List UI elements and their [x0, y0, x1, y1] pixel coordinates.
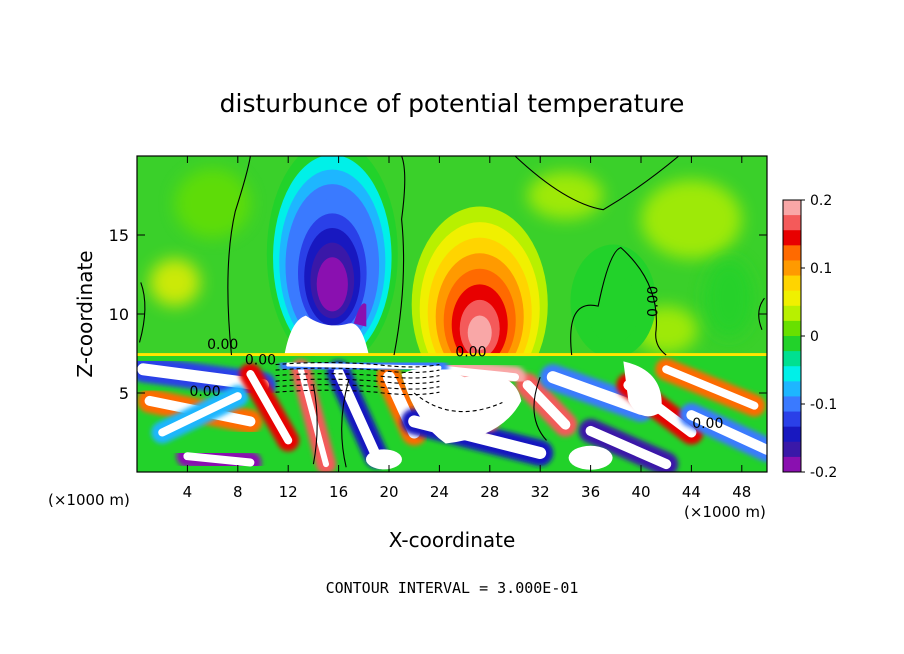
contour-lines	[138, 156, 765, 468]
saturated-core	[546, 371, 647, 415]
x-tick-label: 4	[183, 483, 193, 501]
saturated-core	[333, 367, 382, 462]
saturated-cap	[284, 315, 369, 356]
saturated-core	[662, 365, 759, 410]
lower-field	[137, 355, 767, 472]
zero-contour	[533, 377, 547, 441]
y-axis: 5 10 15	[109, 226, 767, 403]
field-patch	[641, 179, 742, 259]
saturated-region	[568, 445, 613, 470]
colorbar-swatch	[783, 275, 801, 292]
colorbar-tick-label: -0.2	[810, 465, 837, 481]
x-unit-left: (×1000 m)	[48, 491, 130, 509]
saturated-core	[246, 370, 293, 445]
saturated-core	[522, 380, 571, 430]
x-tick-label: 40	[631, 483, 650, 501]
contour-label-group: 0.00 0.00 0.00 0.00 0.00 0.00	[189, 286, 723, 432]
saturated-region	[623, 361, 662, 417]
x-tick-label: 24	[430, 483, 449, 501]
colorbar-swatch	[783, 290, 801, 307]
x-tick-label: 8	[233, 483, 243, 501]
colorbar-swatch	[783, 336, 801, 352]
colorbar-swatch	[783, 396, 801, 413]
zero-contour	[393, 156, 406, 356]
saturated-region	[401, 368, 522, 444]
colorbar-swatch	[783, 366, 801, 382]
x-axis: 4 8 12 16 20 24 28 32 36 40 44 48	[183, 156, 751, 501]
x-tick-label: 36	[581, 483, 600, 501]
warm-plume-band	[467, 315, 492, 351]
negative-contour	[413, 392, 503, 413]
x-tick-label: 32	[531, 483, 550, 501]
zero-contour	[341, 380, 350, 468]
cold-plume-band	[322, 271, 342, 305]
colorbar-swatch	[783, 245, 801, 261]
colorbar-swatch	[783, 426, 801, 443]
field-patch	[704, 258, 755, 338]
x-tick-label: 16	[329, 483, 348, 501]
contour-label: 0.00	[207, 337, 238, 353]
saturated-core	[183, 452, 255, 467]
colorbar-ticks: 0.2 0.1 0 -0.1 -0.2	[801, 193, 837, 481]
colorbar-tick-label: 0.1	[810, 261, 832, 277]
saturated-core	[158, 392, 242, 437]
colorbar-tick-label: 0.2	[810, 193, 832, 209]
x-tick-label: 12	[279, 483, 298, 501]
saturated-core	[286, 362, 442, 370]
colorbar-swatch	[783, 320, 801, 337]
colorbar	[782, 199, 802, 473]
colorbar-swatch	[783, 351, 801, 367]
colorbar-swatch	[783, 411, 801, 428]
x-tick-label: 28	[480, 483, 499, 501]
y-axis-label: Z-coordinate	[73, 250, 97, 377]
y-tick-label: 5	[119, 384, 129, 403]
x-tick-label: 20	[379, 483, 398, 501]
green-cell-band	[587, 275, 639, 344]
contour-label: 0.00	[245, 353, 276, 369]
colorbar-swatch	[783, 381, 801, 397]
colorbar-swatch	[783, 441, 801, 458]
colorbar-swatch	[783, 260, 801, 277]
colorbar-swatch	[783, 215, 801, 231]
saturated-core	[686, 410, 767, 455]
colorbar-swatch	[783, 305, 801, 322]
colorbar-swatch	[783, 200, 801, 216]
colorbar-tick-label: 0	[810, 329, 819, 345]
colorbar-swatch	[783, 230, 801, 246]
zero-contour	[312, 384, 318, 465]
field-patch	[174, 168, 251, 239]
contour-label: 0.00	[455, 345, 486, 361]
contour-label: 0.00	[645, 286, 661, 317]
field-patch	[149, 258, 200, 307]
saturated-core	[585, 425, 672, 470]
zero-contour	[138, 282, 146, 343]
zero-contour	[758, 297, 765, 331]
interface-band	[137, 353, 767, 357]
upper-field	[137, 156, 767, 403]
saturated-core	[435, 365, 519, 382]
plot-area	[137, 156, 767, 472]
x-tick-label: 44	[682, 483, 701, 501]
x-axis-label: X-coordinate	[389, 528, 516, 552]
contour-interval-footer: CONTOUR INTERVAL = 3.000E-01	[326, 579, 579, 597]
saturated-region	[365, 449, 402, 470]
zero-contour	[570, 247, 667, 356]
zero-contour	[227, 156, 251, 356]
y-tick-label: 15	[109, 226, 129, 245]
x-tick-label: 48	[732, 483, 751, 501]
purple-lobe	[353, 303, 367, 327]
colorbar-swatch	[783, 456, 801, 473]
contour-label: 0.00	[189, 384, 220, 400]
zero-contour	[514, 156, 680, 211]
chart-title: disturbunce of potential temperature	[220, 89, 685, 118]
contour-label: 0.00	[692, 416, 723, 432]
colorbar-tick-label: -0.1	[810, 397, 837, 413]
y-tick-label: 10	[109, 305, 129, 324]
x-unit-right: (×1000 m)	[684, 503, 766, 521]
